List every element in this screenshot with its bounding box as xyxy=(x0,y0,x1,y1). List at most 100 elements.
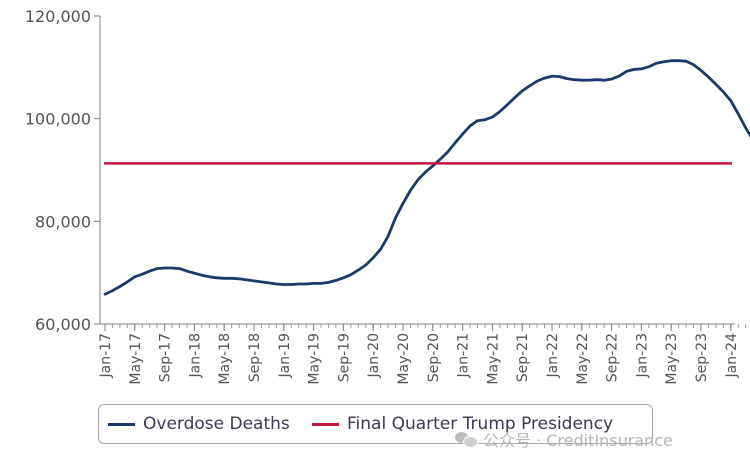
data-point xyxy=(178,267,181,270)
legend: Overdose Deaths Final Quarter Trump Pres… xyxy=(98,404,653,444)
data-point xyxy=(670,59,673,62)
data-point xyxy=(424,170,427,174)
data-point xyxy=(476,119,479,122)
data-point xyxy=(617,74,621,78)
data-point xyxy=(200,274,204,277)
chart: 60,000 80,000 100,000 120,000 Jan-17 May-17 Se… xyxy=(25,7,750,385)
data-point xyxy=(156,267,159,270)
legend-item-final-quarter[interactable]: Final Quarter Trump Presidency xyxy=(312,405,613,443)
data-point xyxy=(223,277,226,280)
data-point xyxy=(297,282,300,286)
x-tick-label: May-17 xyxy=(128,333,144,385)
data-point xyxy=(655,62,658,65)
data-point xyxy=(386,235,390,238)
data-point xyxy=(215,276,218,279)
data-point xyxy=(550,74,554,78)
data-point xyxy=(230,277,233,280)
y-tick-label: 60,000 xyxy=(35,315,91,334)
data-point xyxy=(692,63,695,66)
data-point xyxy=(446,150,449,154)
data-point xyxy=(394,216,397,219)
x-tick-label: May-18 xyxy=(217,333,233,385)
data-point xyxy=(513,96,516,99)
data-point xyxy=(379,247,382,251)
data-point xyxy=(506,103,509,107)
x-tick-label: May-20 xyxy=(396,333,412,385)
data-point xyxy=(312,282,315,285)
data-point xyxy=(714,83,718,86)
x-tick-label: Jan-20 xyxy=(366,333,382,378)
data-point xyxy=(528,84,531,88)
data-point xyxy=(237,277,241,280)
data-point xyxy=(729,99,732,102)
data-point xyxy=(431,164,434,168)
data-point xyxy=(483,118,487,121)
data-point xyxy=(275,282,278,286)
data-point xyxy=(535,80,539,83)
data-point xyxy=(707,75,710,79)
legend-label-overdose-deaths: Overdose Deaths xyxy=(143,414,290,434)
x-tick-label: Sep-20 xyxy=(426,333,442,382)
data-point xyxy=(185,269,189,273)
x-tick-label: Sep-18 xyxy=(247,333,263,382)
x-tick-label: May-21 xyxy=(485,333,501,385)
legend-swatch-overdose-deaths xyxy=(108,422,135,426)
data-point xyxy=(208,275,211,278)
x-tick-label: Jan-18 xyxy=(187,333,203,378)
data-point xyxy=(699,69,703,72)
data-point xyxy=(468,124,472,128)
data-point xyxy=(454,141,457,144)
data-point xyxy=(193,272,196,275)
data-point xyxy=(260,280,263,284)
data-point xyxy=(722,90,725,94)
data-point xyxy=(401,202,405,205)
x-tick-label: Jan-23 xyxy=(634,333,650,378)
data-point xyxy=(580,79,583,82)
data-point xyxy=(148,269,151,273)
data-point xyxy=(461,132,464,136)
data-point xyxy=(573,78,576,81)
data-point xyxy=(662,60,665,63)
x-tick-label: May-19 xyxy=(307,333,323,385)
x-tick-label: Sep-19 xyxy=(336,333,352,382)
data-point xyxy=(416,178,420,181)
data-point xyxy=(349,273,353,276)
series-overdose-deaths-line xyxy=(103,59,750,296)
data-point xyxy=(334,279,338,282)
y-tick-label: 100,000 xyxy=(25,110,91,129)
legend-label-final-quarter: Final Quarter Trump Presidency xyxy=(347,414,614,434)
data-point xyxy=(565,77,569,80)
data-point xyxy=(677,59,680,62)
x-tick-label: May-23 xyxy=(664,333,680,385)
data-point xyxy=(290,283,293,286)
x-tick-label: Sep-22 xyxy=(605,333,621,382)
data-point xyxy=(684,60,688,63)
x-tick-label: Sep-23 xyxy=(694,333,710,382)
data-point xyxy=(170,266,174,270)
data-point xyxy=(409,189,412,192)
data-point xyxy=(319,282,323,285)
x-tick-label: Sep-17 xyxy=(158,333,174,382)
legend-item-overdose-deaths[interactable]: Overdose Deaths xyxy=(108,405,290,443)
data-point xyxy=(521,89,524,93)
data-point xyxy=(364,263,367,267)
x-tick-label: Jan-19 xyxy=(277,333,293,378)
data-point xyxy=(543,76,546,80)
data-point xyxy=(282,283,285,286)
x-tick-label: Jan-17 xyxy=(98,333,114,378)
y-tick-label: 120,000 xyxy=(25,7,91,26)
data-point xyxy=(103,293,107,296)
data-point xyxy=(357,268,360,272)
watermark-text: 公众号 · CreditInsurance xyxy=(483,431,673,450)
data-point xyxy=(558,75,561,78)
data-point xyxy=(491,115,494,119)
data-point xyxy=(603,79,606,82)
data-point xyxy=(304,282,308,286)
data-point xyxy=(327,281,330,284)
data-point xyxy=(595,78,598,81)
x-tick-label: Jan-24 xyxy=(724,333,740,379)
data-point xyxy=(640,67,643,71)
data-point xyxy=(141,273,144,276)
data-point xyxy=(118,285,122,288)
x-tick-label: Jan-21 xyxy=(456,333,472,378)
